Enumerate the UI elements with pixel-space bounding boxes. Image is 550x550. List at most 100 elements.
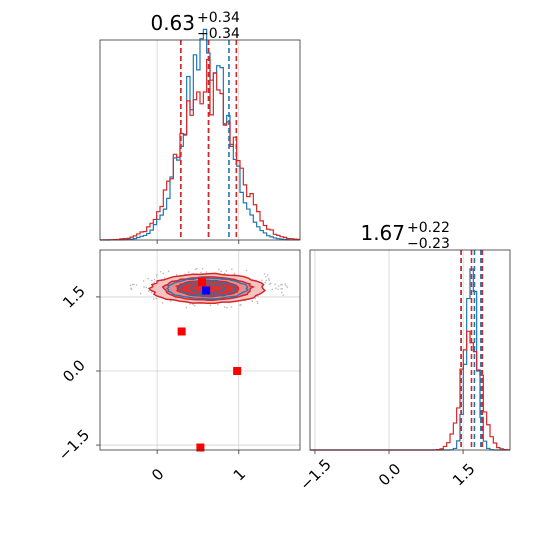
sample-point xyxy=(223,272,226,275)
sample-point xyxy=(233,272,236,275)
sample-point xyxy=(175,274,178,276)
sample-point xyxy=(130,287,132,290)
sample-point xyxy=(209,304,212,306)
sample-point xyxy=(223,306,226,308)
sample-point xyxy=(192,303,194,306)
sample-point xyxy=(135,284,138,286)
sample-point xyxy=(278,285,280,287)
sample-point xyxy=(264,281,267,284)
sample-point xyxy=(245,269,248,272)
sample-point xyxy=(145,286,148,289)
sample-point xyxy=(280,288,282,290)
panel-title-median: 1.67 xyxy=(360,221,405,245)
sample-point xyxy=(267,277,270,280)
sample-point xyxy=(277,288,280,291)
sample-point xyxy=(274,283,276,285)
contour-a-mid xyxy=(178,280,237,297)
x-tick-label: 0.0 xyxy=(375,460,405,490)
panel-param1_marginal: 0.63 +0.34−0.34 xyxy=(100,10,300,244)
sample-point xyxy=(189,303,191,305)
contour-a-outer xyxy=(166,277,250,300)
sample-point xyxy=(194,268,197,271)
sample-point xyxy=(263,273,266,275)
sample-point xyxy=(239,304,241,307)
sample-point xyxy=(142,280,145,282)
sample-point xyxy=(131,283,134,286)
histogram-series_b xyxy=(100,58,300,241)
sample-point xyxy=(143,286,145,288)
sample-point xyxy=(200,271,202,274)
panel-title-plus: +0.22 xyxy=(407,220,450,236)
panels-layer: 0.63 +0.34−0.34 −1.5 0.0 1.5 1.67 +0.22−0.23 0 1… xyxy=(55,10,511,494)
axes-frame xyxy=(309,249,511,451)
y-tick-label: 0.0 xyxy=(59,356,89,386)
sample-point xyxy=(139,292,142,295)
sample-point xyxy=(218,268,220,271)
sample-point xyxy=(275,287,277,289)
sample-point xyxy=(216,303,219,306)
sample-point xyxy=(161,302,164,304)
sample-point xyxy=(159,270,162,273)
sample-point xyxy=(193,305,196,307)
sample-point xyxy=(281,283,283,286)
sample-point xyxy=(163,277,166,279)
x-tick-label: 1 xyxy=(230,465,249,484)
panel-joint: 0 1 −1.5 0.0 1.5 xyxy=(55,250,300,484)
panel-title-median: 0.63 xyxy=(150,11,195,35)
sample-point xyxy=(256,302,259,305)
sample-point xyxy=(269,283,271,286)
sample-point xyxy=(226,306,228,309)
y-tick-label: −1.5 xyxy=(55,426,93,464)
sample-point xyxy=(187,271,190,273)
sample-point xyxy=(201,267,204,270)
sample-point xyxy=(153,281,156,283)
sample-point xyxy=(266,274,269,276)
sample-point xyxy=(230,306,233,308)
x-tick-label: −1.5 xyxy=(296,455,334,493)
sample-point xyxy=(152,298,155,300)
sample-point xyxy=(185,306,188,309)
sample-point xyxy=(268,279,270,281)
point-marker xyxy=(198,278,207,287)
sample-point xyxy=(286,286,289,288)
sample-point xyxy=(167,270,170,273)
point-marker xyxy=(177,327,186,336)
sample-point xyxy=(254,297,257,300)
sample-point xyxy=(265,279,268,282)
sample-point xyxy=(220,270,222,273)
sample-point xyxy=(261,279,263,282)
sample-point xyxy=(156,273,158,276)
sample-point xyxy=(153,278,156,281)
sample-point xyxy=(196,267,198,270)
axes-frame xyxy=(99,39,301,241)
x-tick-label: 0 xyxy=(148,465,167,484)
sample-point xyxy=(205,271,208,273)
sample-point xyxy=(271,288,274,291)
axes-frame xyxy=(99,249,301,451)
panel-param2_marginal: −1.5 0.0 1.5 1.67 +0.22−0.23 xyxy=(296,220,510,494)
sample-point xyxy=(162,272,165,275)
sample-point xyxy=(155,275,158,278)
sample-point xyxy=(280,291,283,294)
point-marker xyxy=(202,286,211,295)
histogram-series_a xyxy=(100,28,300,241)
sample-point xyxy=(284,283,287,285)
sample-point xyxy=(133,283,135,286)
sample-point xyxy=(265,275,267,278)
histogram-series_a xyxy=(310,268,510,451)
point-marker xyxy=(196,443,205,452)
sample-point xyxy=(225,270,228,272)
sample-point xyxy=(251,300,254,302)
sample-point xyxy=(150,279,153,282)
y-tick-label: 1.5 xyxy=(59,282,89,312)
x-tick-label: 1.5 xyxy=(449,460,479,490)
sample-point xyxy=(129,284,132,287)
sample-point xyxy=(147,277,150,280)
sample-point xyxy=(150,291,153,294)
panel-title-plus: +0.34 xyxy=(197,10,240,26)
sample-point xyxy=(256,300,259,303)
contour-a-inner xyxy=(189,283,227,294)
panel-title-minus: −0.34 xyxy=(197,26,240,42)
sample-point xyxy=(282,294,285,296)
